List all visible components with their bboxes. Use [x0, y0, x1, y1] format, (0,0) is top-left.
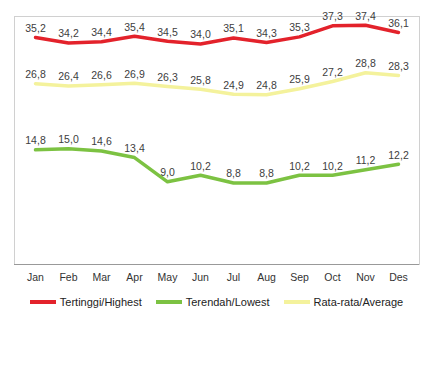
- svg-text:14,8: 14,8: [25, 134, 46, 146]
- svg-text:Oct: Oct: [324, 271, 340, 283]
- svg-text:15,0: 15,0: [58, 133, 79, 145]
- svg-text:Des: Des: [389, 271, 408, 283]
- svg-text:36,1: 36,1: [388, 17, 409, 29]
- svg-text:Mar: Mar: [92, 271, 111, 283]
- svg-text:Feb: Feb: [59, 271, 77, 283]
- svg-text:8,8: 8,8: [226, 167, 241, 179]
- svg-text:24,9: 24,9: [223, 79, 244, 91]
- svg-text:35,3: 35,3: [289, 21, 310, 33]
- svg-text:Aug: Aug: [257, 271, 276, 283]
- svg-text:28,8: 28,8: [355, 57, 376, 69]
- svg-text:26,6: 26,6: [91, 69, 112, 81]
- svg-text:34,4: 34,4: [91, 26, 112, 38]
- svg-text:25,8: 25,8: [190, 74, 211, 86]
- svg-text:10,2: 10,2: [322, 160, 343, 172]
- svg-text:13,4: 13,4: [124, 142, 145, 154]
- svg-text:Nov: Nov: [356, 271, 375, 283]
- svg-text:37,3: 37,3: [322, 10, 343, 22]
- svg-text:35,4: 35,4: [124, 21, 145, 33]
- svg-text:8,8: 8,8: [259, 167, 274, 179]
- svg-text:11,2: 11,2: [356, 154, 376, 166]
- svg-text:24,8: 24,8: [256, 79, 277, 91]
- html-text:Rata-rata/Average: Rata-rata/Average: [313, 296, 404, 308]
- svg-text:26,4: 26,4: [58, 70, 79, 82]
- html-text:Terendah/Lowest: Terendah/Lowest: [185, 296, 270, 308]
- svg-text:26,9: 26,9: [124, 68, 145, 80]
- svg-text:Jun: Jun: [192, 271, 209, 283]
- svg-text:Jan: Jan: [27, 271, 44, 283]
- svg-text:12,2: 12,2: [388, 149, 409, 161]
- svg-text:Sep: Sep: [290, 271, 309, 283]
- svg-text:34,0: 34,0: [190, 28, 211, 40]
- svg-text:Jul: Jul: [227, 271, 240, 283]
- svg-text:25,9: 25,9: [289, 73, 310, 85]
- html-text:Tertinggi/Highest: Tertinggi/Highest: [59, 296, 142, 308]
- svg-text:35,1: 35,1: [223, 22, 244, 34]
- svg-text:26,8: 26,8: [25, 68, 46, 80]
- svg-text:34,2: 34,2: [58, 27, 79, 39]
- svg-text:34,3: 34,3: [256, 27, 277, 39]
- svg-text:34,5: 34,5: [157, 26, 178, 38]
- svg-text:10,2: 10,2: [289, 160, 310, 172]
- svg-text:10,2: 10,2: [190, 160, 211, 172]
- svg-text:27,2: 27,2: [322, 66, 343, 78]
- svg-text:Apr: Apr: [126, 271, 143, 283]
- svg-text:26,3: 26,3: [157, 71, 178, 83]
- svg-text:14,6: 14,6: [91, 135, 112, 147]
- svg-text:37,4: 37,4: [355, 10, 376, 22]
- svg-text:35,2: 35,2: [25, 22, 46, 34]
- svg-text:28,3: 28,3: [388, 60, 409, 72]
- svg-text:9,0: 9,0: [160, 166, 175, 178]
- svg-text:May: May: [158, 271, 179, 283]
